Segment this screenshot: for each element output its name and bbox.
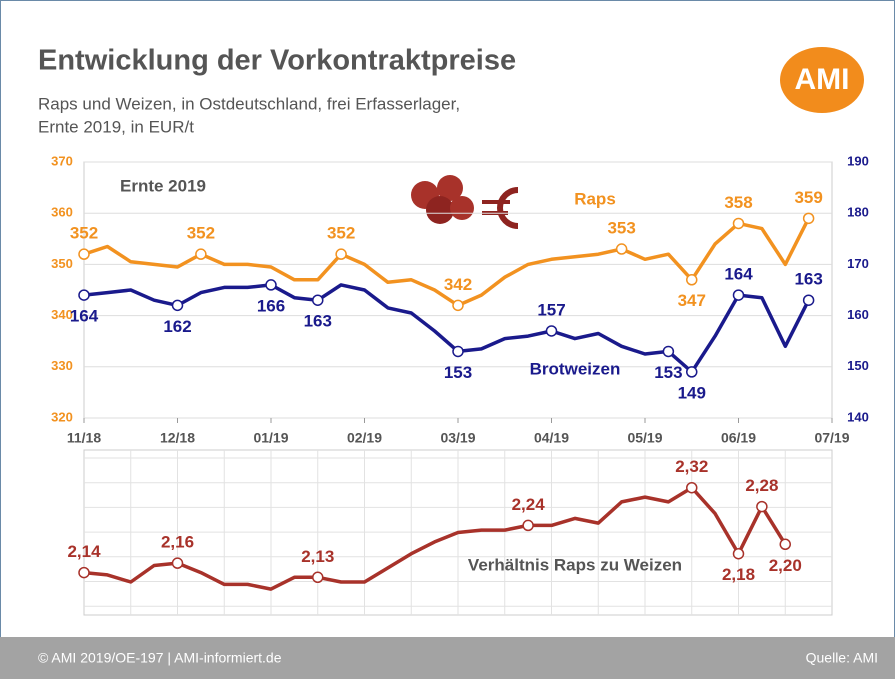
subtitle: Raps und Weizen, in Ostdeutschland, frei… [38,94,460,113]
point-marker [79,290,89,300]
data-label: 352 [70,224,98,243]
y2-tick-label: 140 [847,409,869,424]
data-label: 157 [537,300,565,319]
x-tick-label: 03/19 [440,430,475,446]
x-tick-label: 12/18 [160,430,195,446]
point-marker [663,346,673,356]
y2-tick-label: 150 [847,358,869,373]
y2-tick-label: 180 [847,205,869,220]
point-marker [804,213,814,223]
point-marker [734,218,744,228]
x-tick-label: 05/19 [627,430,662,446]
point-marker [757,502,767,512]
series-label: Verhältnis Raps zu Weizen [468,555,682,574]
point-marker [173,558,183,568]
point-marker [453,300,463,310]
data-label: 342 [444,275,472,294]
data-label: 347 [678,291,706,310]
y2-tick-label: 160 [847,307,869,322]
point-marker [196,249,206,259]
data-label: 2,32 [675,457,708,476]
y-tick-label: 350 [51,256,73,271]
data-label: 2,20 [769,556,802,575]
point-marker [780,539,790,549]
data-label: 162 [163,317,191,336]
data-label: 153 [654,363,682,382]
point-marker [79,568,89,578]
point-marker [336,249,346,259]
point-marker [804,295,814,305]
data-label: 149 [678,383,706,402]
y2-tick-label: 190 [847,153,869,168]
point-marker [79,249,89,259]
footer-left: © AMI 2019/OE-197 | AMI-informiert.de [38,650,282,666]
data-label: 358 [724,193,752,212]
series-label: Raps [574,189,616,208]
subtitle: Ernte 2019, in EUR/t [38,117,194,136]
point-marker [266,280,276,290]
title: Entwicklung der Vorkontraktpreise [38,45,516,77]
data-label: 2,16 [161,533,194,552]
y2-tick-label: 170 [847,256,869,271]
x-tick-label: 07/19 [814,430,849,446]
data-label: 2,14 [67,542,101,561]
point-marker [617,244,627,254]
icon-flower [450,196,474,220]
point-marker [734,549,744,559]
point-marker [173,300,183,310]
data-label: 2,24 [512,495,546,514]
data-label: 353 [607,219,635,238]
point-marker [734,290,744,300]
data-label: 2,13 [301,547,334,566]
x-tick-label: 11/18 [67,430,101,446]
point-marker [313,572,323,582]
series-label: Brotweizen [530,359,621,378]
data-label: 359 [794,188,822,207]
point-marker [687,483,697,493]
point-marker [547,326,557,336]
footer-right: Quelle: AMI [806,650,878,666]
annotation: Ernte 2019 [120,176,206,195]
data-label: 2,28 [745,476,778,495]
point-marker [523,520,533,530]
data-label: 163 [794,270,822,289]
point-marker [687,275,697,285]
y-tick-label: 320 [51,409,73,424]
data-label: 166 [257,296,285,315]
x-tick-label: 02/19 [347,430,382,446]
point-marker [313,295,323,305]
data-label: 164 [724,265,753,284]
data-label: 2,18 [722,565,755,584]
page: Entwicklung der Vorkontraktpreise Raps u… [0,0,895,679]
data-label: 164 [70,307,99,326]
data-label: 163 [304,312,332,331]
y-tick-label: 370 [51,153,73,168]
y-tick-label: 360 [51,205,73,220]
icon-flower [426,196,454,224]
data-label: 153 [444,363,472,382]
point-marker [687,367,697,377]
x-tick-label: 04/19 [534,430,569,446]
logo: AMI [795,63,850,96]
data-label: 352 [187,224,215,243]
data-label: 352 [327,224,355,243]
x-tick-label: 06/19 [721,430,756,446]
x-tick-label: 01/19 [253,430,288,446]
y-tick-label: 330 [51,358,73,373]
point-marker [453,346,463,356]
